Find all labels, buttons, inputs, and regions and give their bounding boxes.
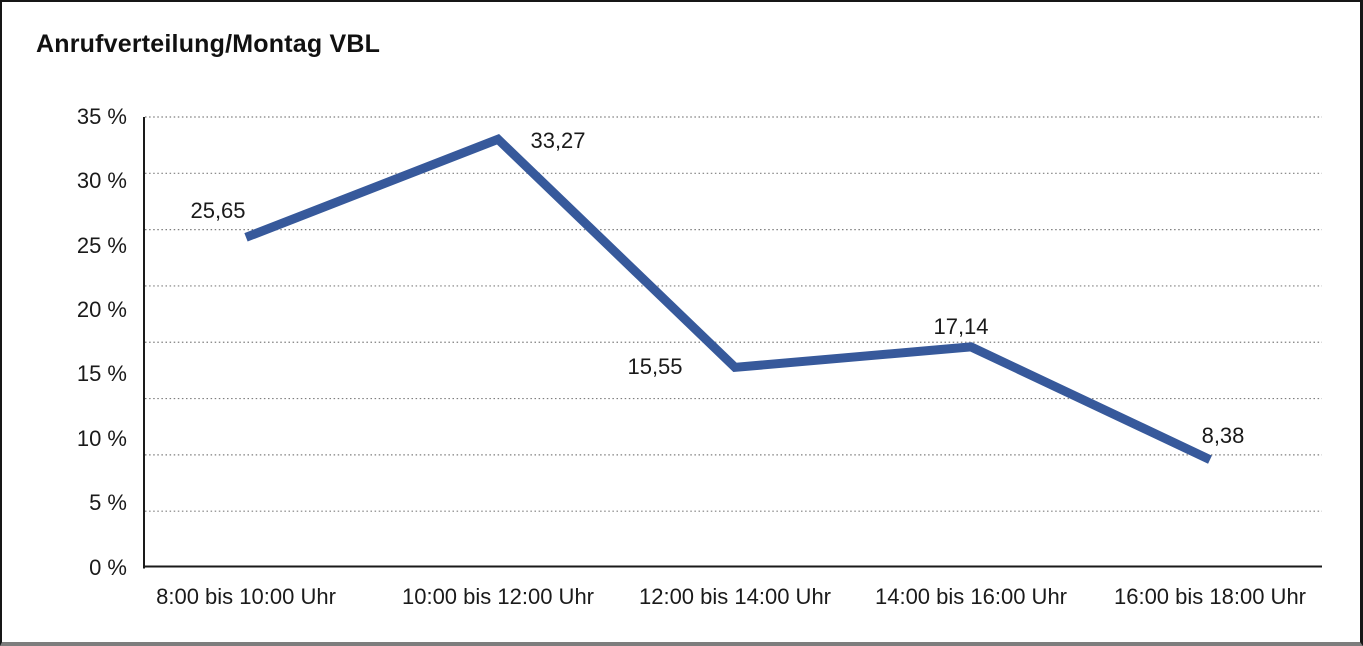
y-axis-tick-label: 0 % — [89, 554, 127, 580]
x-axis-category-label: 10:00 bis 12:00 Uhr — [401, 584, 595, 609]
x-axis-category-label: 14:00 bis 16:00 Uhr — [874, 584, 1068, 609]
data-point-label: 15,55 — [627, 354, 683, 380]
chart-title: Anrufverteilung/Montag VBL — [36, 30, 381, 58]
data-line-series — [244, 134, 1212, 464]
data-point-label: 17,14 — [933, 313, 989, 339]
x-axis-category-label: 12:00 bis 14:00 Uhr — [638, 584, 832, 609]
y-axis-tick-label: 35 % — [76, 104, 127, 129]
y-axis-tick-label: 25 % — [76, 232, 127, 258]
y-axis-tick-label: 20 % — [76, 297, 127, 323]
y-axis-tick-label: 5 % — [89, 490, 127, 516]
x-axis-category-label: 8:00 bis 10:00 Uhr — [156, 584, 336, 609]
data-point-label: 8,38 — [1201, 422, 1245, 448]
x-axis-category-label: 16:00 bis 18:00 Uhr — [1113, 584, 1307, 609]
y-axis-tick-label: 30 % — [76, 168, 127, 194]
data-point-label: 33,27 — [530, 128, 586, 154]
y-axis-tick-label: 10 % — [76, 425, 127, 451]
y-axis-tick-label: 15 % — [76, 361, 127, 387]
data-point-label: 25,65 — [190, 198, 246, 224]
